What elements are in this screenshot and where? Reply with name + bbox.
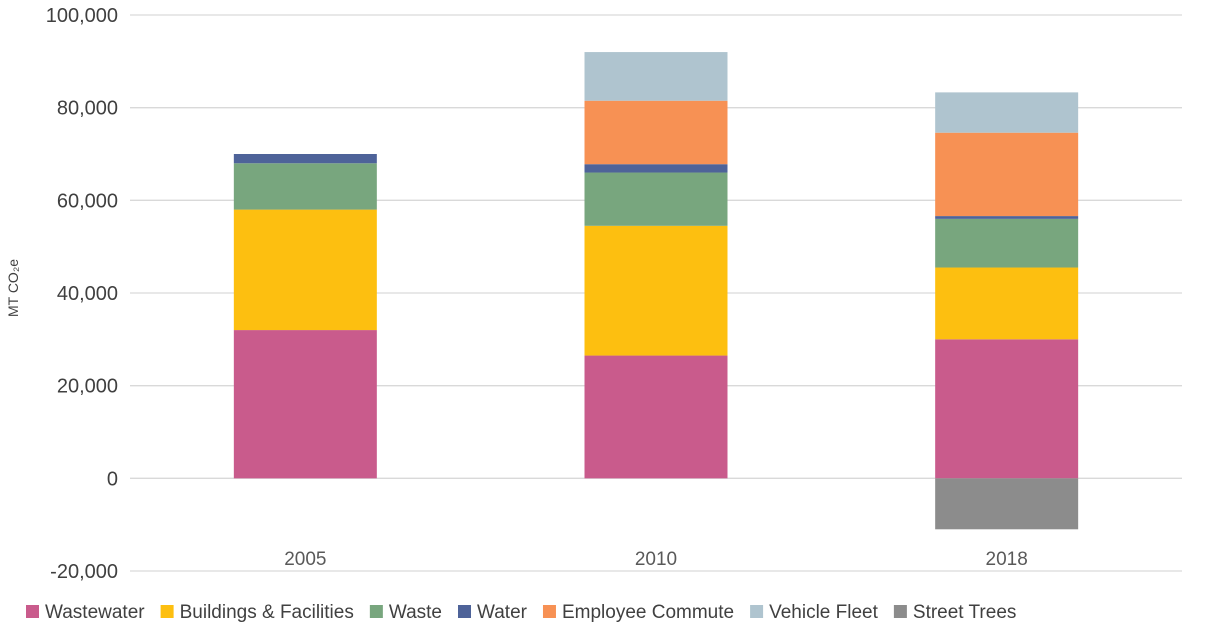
bar-segment-vehicle-fleet-2010	[584, 52, 728, 101]
bar-segment-wastewater-2005	[233, 330, 377, 479]
legend-label: Vehicle Fleet	[769, 602, 879, 623]
y-tick-label: 60,000	[57, 190, 118, 212]
y-tick-label: 0	[107, 468, 118, 490]
y-axis-ticks: -20,000 0 20,000 40,000 60,000 80,000 100,000	[46, 5, 118, 583]
bar-segment-wastewater-2018	[935, 339, 1079, 479]
bar-segment-employee-commute-2010	[584, 100, 728, 165]
legend-item: Water	[458, 602, 528, 623]
legend-label: Employee Commute	[562, 602, 734, 623]
legend-swatch	[542, 605, 556, 618]
bars	[233, 52, 1079, 530]
bar-segment-waste-2010	[584, 172, 728, 226]
bar-segment-wastewater-2010	[584, 355, 728, 479]
y-tick-label: 40,000	[57, 283, 118, 305]
bar-segment-water-2010	[584, 164, 728, 173]
legend-item: Buildings & Facilities	[160, 602, 354, 623]
legend: Wastewater Buildings & Facilities Waste Wat…	[26, 602, 1016, 623]
y-tick-label: 80,000	[57, 98, 118, 120]
bar-segment-buildings-facilities-2010	[584, 225, 728, 356]
x-tick-label: 2005	[284, 549, 326, 570]
x-tick-label: 2018	[986, 549, 1028, 570]
y-axis-label: MT CO₂e	[5, 259, 21, 317]
legend-swatch	[160, 605, 174, 618]
x-axis-ticks: 2005 2010 2018	[284, 549, 1028, 570]
bar-segment-waste-2005	[233, 163, 377, 210]
bar-segment-employee-commute-2018	[935, 132, 1079, 217]
y-tick-label: 20,000	[57, 376, 118, 398]
legend-swatch	[893, 605, 907, 618]
bar-segment-street-trees-2018	[935, 478, 1079, 530]
legend-swatch	[458, 605, 471, 618]
legend-item: Vehicle Fleet	[750, 602, 879, 623]
y-tick-label: -20,000	[50, 561, 118, 583]
y-tick-label: 100,000	[46, 5, 118, 27]
legend-swatch	[750, 605, 764, 618]
x-tick-label: 2010	[635, 549, 677, 570]
bar-segment-buildings-facilities-2005	[233, 209, 377, 331]
legend-label: Water	[477, 602, 528, 623]
legend-label: Buildings & Facilities	[180, 602, 354, 623]
legend-item: Employee Commute	[542, 602, 734, 623]
legend-swatch	[26, 605, 39, 618]
legend-label: Waste	[389, 602, 442, 623]
legend-label: Street Trees	[913, 602, 1017, 623]
bar-segment-vehicle-fleet-2018	[935, 92, 1079, 133]
bar-segment-water-2005	[233, 154, 377, 164]
legend-label: Wastewater	[45, 602, 145, 623]
legend-item: Waste	[369, 602, 442, 623]
legend-swatch	[369, 605, 383, 618]
bar-segment-buildings-facilities-2018	[935, 267, 1079, 340]
bar-segment-water-2018	[935, 216, 1079, 219]
legend-item: Street Trees	[893, 602, 1017, 623]
bar-segment-waste-2018	[935, 218, 1079, 268]
legend-item: Wastewater	[26, 602, 145, 623]
